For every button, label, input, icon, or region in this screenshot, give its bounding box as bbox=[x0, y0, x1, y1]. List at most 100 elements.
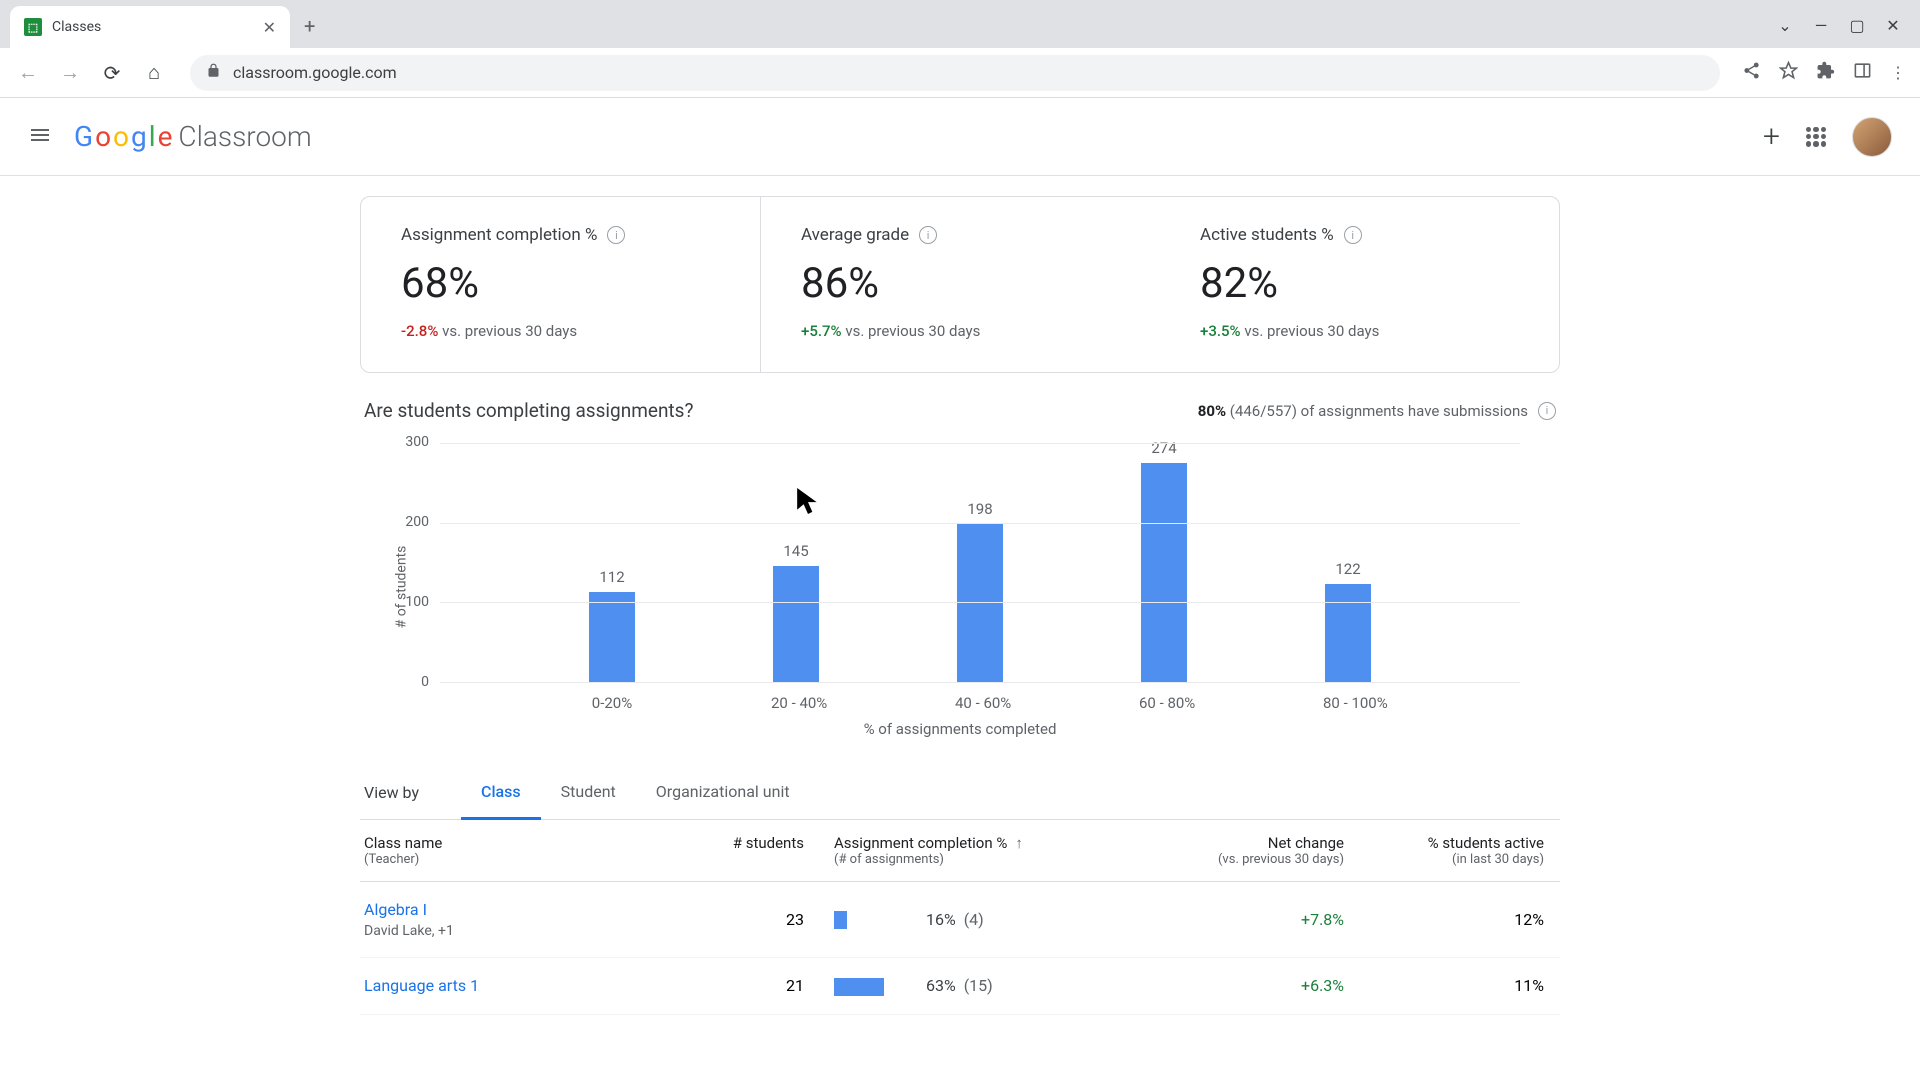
col-sub: (# of assignments) bbox=[834, 852, 1134, 867]
home-button[interactable]: ⌂ bbox=[140, 60, 168, 85]
x-tick: 20 - 40% bbox=[771, 694, 821, 712]
col-completion[interactable]: Assignment completion % bbox=[834, 834, 1007, 852]
avatar[interactable] bbox=[1852, 117, 1892, 157]
info-icon[interactable]: i bbox=[919, 226, 937, 244]
cell-active: 11% bbox=[1344, 976, 1544, 995]
tab-student[interactable]: Student bbox=[541, 766, 636, 820]
col-sub: (Teacher) bbox=[364, 852, 684, 867]
col-class-name[interactable]: Class name bbox=[364, 834, 442, 852]
y-tick: 300 bbox=[405, 434, 429, 450]
url-text: classroom.google.com bbox=[233, 63, 397, 82]
app-logo[interactable]: Google Classroom bbox=[74, 120, 312, 153]
cell-active: 12% bbox=[1344, 910, 1544, 929]
main-content: Assignment completion %i 68% -2.8% vs. p… bbox=[360, 176, 1560, 1015]
logo-word: Classroom bbox=[178, 120, 311, 153]
logo-letter: g bbox=[131, 120, 147, 153]
address-bar[interactable]: classroom.google.com bbox=[190, 55, 1720, 91]
bar-value: 145 bbox=[783, 542, 808, 560]
cell-completion: 16%(4) bbox=[804, 910, 1134, 930]
extensions-icon[interactable] bbox=[1816, 61, 1835, 84]
panel-icon[interactable] bbox=[1853, 61, 1872, 84]
metric: Assignment completion %i 68% -2.8% vs. p… bbox=[361, 197, 761, 372]
gridline bbox=[440, 443, 1520, 444]
chart-summary-pct: 80% bbox=[1198, 402, 1226, 420]
share-icon[interactable] bbox=[1742, 61, 1761, 84]
menu-dots-icon[interactable]: ⋮ bbox=[1890, 63, 1906, 82]
metrics-card: Assignment completion %i 68% -2.8% vs. p… bbox=[360, 196, 1560, 373]
bar-value: 112 bbox=[599, 568, 624, 586]
chart-section: Are students completing assignments? 80%… bbox=[360, 399, 1560, 732]
info-icon[interactable]: i bbox=[1344, 226, 1362, 244]
class-link[interactable]: Language arts 1 bbox=[364, 976, 684, 995]
y-tick: 200 bbox=[405, 514, 429, 530]
tab-favicon-icon: ⬚ bbox=[24, 18, 42, 36]
browser-toolbar: ← → ⟳ ⌂ classroom.google.com ⋮ bbox=[0, 48, 1920, 98]
back-button[interactable]: ← bbox=[14, 60, 42, 85]
minimize-icon[interactable]: — bbox=[1806, 10, 1836, 40]
bar-value: 274 bbox=[1151, 439, 1176, 457]
tab-organizational-unit[interactable]: Organizational unit bbox=[636, 766, 810, 820]
x-tick: 60 - 80% bbox=[1139, 694, 1189, 712]
star-icon[interactable] bbox=[1779, 61, 1798, 84]
lock-icon bbox=[206, 63, 221, 82]
x-tick: 40 - 60% bbox=[955, 694, 1005, 712]
col-net-change[interactable]: Net change bbox=[1268, 834, 1344, 852]
cell-students: 21 bbox=[684, 976, 804, 995]
teacher-name: David Lake, +1 bbox=[364, 923, 684, 939]
x-axis-label: % of assignments completed bbox=[864, 720, 1057, 738]
maximize-icon[interactable]: ▢ bbox=[1842, 10, 1872, 40]
cell-completion: 63%(15) bbox=[804, 976, 1134, 996]
view-tabs: View by ClassStudentOrganizational unit bbox=[360, 766, 1560, 820]
bar-value: 122 bbox=[1335, 560, 1360, 578]
x-tick: 80 - 100% bbox=[1323, 694, 1373, 712]
bar: 198 bbox=[955, 500, 1005, 682]
metric-delta: -2.8% vs. previous 30 days bbox=[401, 322, 720, 340]
metric-value: 86% bbox=[801, 259, 1120, 308]
tab-class[interactable]: Class bbox=[461, 766, 541, 820]
browser-tab[interactable]: ⬚ Classes ✕ bbox=[10, 6, 290, 48]
apps-grid-icon[interactable] bbox=[1806, 127, 1826, 147]
view-by-label: View by bbox=[364, 767, 419, 818]
col-sub: (vs. previous 30 days) bbox=[1134, 852, 1344, 867]
bar-rect bbox=[1141, 463, 1187, 682]
new-tab-button[interactable]: + bbox=[304, 14, 315, 38]
close-window-icon[interactable]: ✕ bbox=[1878, 10, 1908, 40]
cell-students: 23 bbox=[684, 910, 804, 929]
bar-rect bbox=[773, 566, 819, 682]
logo-letter: o bbox=[95, 120, 111, 153]
info-icon[interactable]: i bbox=[607, 226, 625, 244]
bar: 122 bbox=[1323, 560, 1373, 682]
bar-value: 198 bbox=[967, 500, 992, 518]
class-link[interactable]: Algebra I bbox=[364, 900, 684, 919]
metric-label: Active students %i bbox=[1200, 225, 1519, 245]
metric-delta: +5.7% vs. previous 30 days bbox=[801, 322, 1120, 340]
col-students[interactable]: # students bbox=[733, 834, 804, 852]
class-table: Class name(Teacher) # students Assignmen… bbox=[360, 820, 1560, 1015]
window-controls: ⌄ — ▢ ✕ bbox=[1770, 10, 1920, 40]
chart-title: Are students completing assignments? bbox=[364, 399, 693, 422]
tab-title: Classes bbox=[52, 19, 253, 35]
x-tick: 0-20% bbox=[587, 694, 637, 712]
metric-value: 82% bbox=[1200, 259, 1519, 308]
close-icon[interactable]: ✕ bbox=[263, 18, 276, 37]
reload-button[interactable]: ⟳ bbox=[98, 61, 126, 85]
chevron-down-icon[interactable]: ⌄ bbox=[1770, 10, 1800, 40]
chart: # of students 0100200300 112145198274122… bbox=[360, 442, 1560, 732]
sort-arrow-icon[interactable]: ↑ bbox=[1015, 834, 1023, 852]
create-button[interactable]: + bbox=[1763, 119, 1780, 154]
table-header: Class name(Teacher) # students Assignmen… bbox=[360, 820, 1560, 882]
gridline bbox=[440, 602, 1520, 603]
table-row: Algebra IDavid Lake, +1 23 16%(4) +7.8% … bbox=[360, 882, 1560, 958]
logo-letter: G bbox=[74, 120, 93, 153]
y-tick: 0 bbox=[421, 674, 429, 690]
metric-label: Average gradei bbox=[801, 225, 1120, 245]
col-sub: (in last 30 days) bbox=[1344, 852, 1544, 867]
bar-rect bbox=[589, 592, 635, 682]
col-active[interactable]: % students active bbox=[1428, 834, 1544, 852]
info-icon[interactable]: i bbox=[1538, 402, 1556, 420]
bar-rect bbox=[1325, 584, 1371, 682]
app-header: Google Classroom + bbox=[0, 98, 1920, 176]
hamburger-icon[interactable] bbox=[28, 123, 52, 151]
cell-net-change: +6.3% bbox=[1134, 976, 1344, 995]
forward-button[interactable]: → bbox=[56, 60, 84, 85]
